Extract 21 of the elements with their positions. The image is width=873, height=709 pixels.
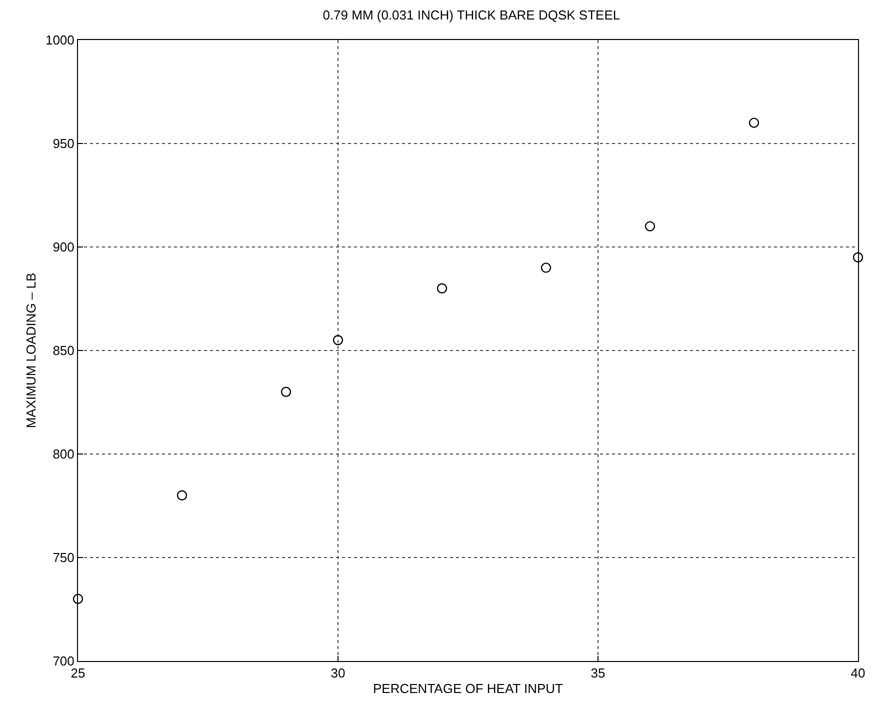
x-tick-label: 40 — [850, 666, 866, 681]
y-tick-label: 1000 — [45, 32, 74, 48]
point — [852, 252, 864, 262]
point — [748, 118, 760, 128]
y-axis-title: MAXIMUM LOADING – LB — [23, 272, 38, 428]
y-tick-label: 950 — [52, 136, 74, 152]
x-tick-label: 30 — [330, 666, 346, 681]
y-tick-label: 800 — [52, 446, 74, 462]
point — [436, 283, 448, 294]
point — [176, 490, 188, 500]
x-tick-label: 35 — [590, 666, 606, 681]
point — [72, 594, 84, 604]
chart-title: 0.79 MM (0.031 INCH) THICK BARE DQSK STEEL — [322, 8, 620, 23]
point — [280, 386, 292, 397]
point — [332, 335, 344, 346]
y-tick-label: 900 — [52, 240, 74, 255]
point — [540, 262, 552, 273]
point — [644, 221, 656, 232]
x-axis-title: PERCENTAGE OF HEAT INPUT — [373, 681, 564, 696]
y-tick-label: 850 — [52, 343, 74, 358]
y-tick-label: 750 — [52, 550, 74, 566]
